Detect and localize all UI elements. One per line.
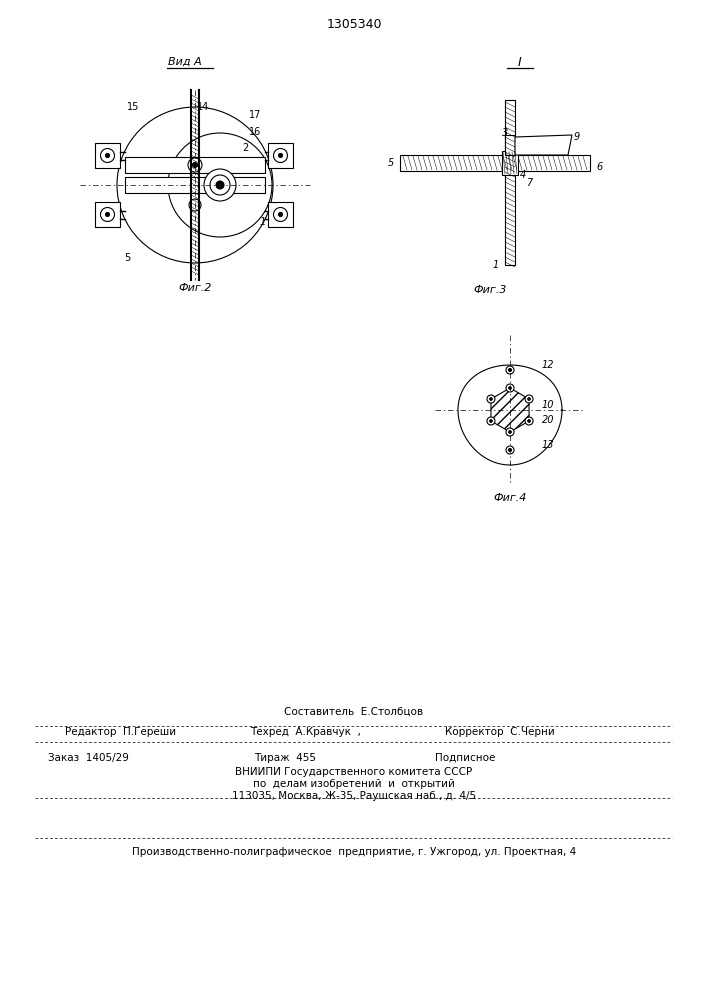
- Circle shape: [100, 208, 115, 222]
- Circle shape: [105, 153, 110, 157]
- Text: 4: 4: [520, 170, 526, 180]
- Text: I: I: [518, 55, 522, 68]
- Circle shape: [216, 181, 224, 189]
- Circle shape: [506, 366, 514, 374]
- Circle shape: [527, 397, 530, 400]
- Circle shape: [489, 420, 493, 422]
- Text: 13: 13: [542, 440, 554, 450]
- Text: 16: 16: [249, 127, 261, 137]
- Circle shape: [508, 386, 511, 389]
- Circle shape: [274, 208, 288, 222]
- Text: Корректор  С.Черни: Корректор С.Черни: [445, 727, 555, 737]
- Text: 5: 5: [387, 158, 394, 168]
- Bar: [268, 202, 293, 227]
- Bar: [125, 157, 265, 173]
- Text: Редактор  П.Гереши: Редактор П.Гереши: [65, 727, 176, 737]
- Circle shape: [279, 213, 283, 217]
- Text: 14: 14: [197, 102, 209, 112]
- Text: Фиг.3: Фиг.3: [473, 285, 507, 295]
- Text: ВНИИПИ Государственного комитета СССР: ВНИИПИ Государственного комитета СССР: [235, 767, 472, 777]
- Circle shape: [508, 448, 511, 452]
- Bar: [502, 151, 518, 175]
- Text: Техред  А.Кравчук  ,: Техред А.Кравчук ,: [250, 727, 361, 737]
- Text: 1: 1: [493, 260, 499, 270]
- Text: 10: 10: [542, 400, 554, 410]
- Text: Заказ  1405/29: Заказ 1405/29: [48, 753, 129, 763]
- Bar: [505, 135, 515, 155]
- Bar: [268, 143, 293, 168]
- Text: Фиг.2: Фиг.2: [178, 283, 211, 293]
- Circle shape: [105, 213, 110, 217]
- Text: по  делам изобретений  и  открытий: по делам изобретений и открытий: [253, 779, 455, 789]
- Circle shape: [279, 153, 283, 157]
- Text: 12: 12: [542, 360, 554, 370]
- Text: Производственно-полиграфическое  предприятие, г. Ужгород, ул. Проектная, 4: Производственно-полиграфическое предприя…: [132, 847, 576, 857]
- Circle shape: [192, 162, 197, 167]
- Circle shape: [487, 395, 495, 403]
- Bar: [125, 177, 265, 193]
- Polygon shape: [515, 135, 572, 155]
- Circle shape: [508, 368, 511, 371]
- Circle shape: [274, 148, 288, 162]
- Text: 9: 9: [574, 132, 580, 142]
- Text: Фиг.4: Фиг.4: [493, 493, 527, 503]
- Text: 20: 20: [542, 415, 554, 425]
- Circle shape: [525, 395, 533, 403]
- Text: 7: 7: [526, 178, 532, 188]
- Bar: [505, 100, 515, 265]
- Polygon shape: [491, 388, 529, 432]
- Bar: [400, 155, 590, 171]
- Circle shape: [188, 158, 202, 172]
- Circle shape: [525, 417, 533, 425]
- Circle shape: [489, 397, 493, 400]
- Circle shape: [487, 417, 495, 425]
- Text: 3: 3: [502, 128, 508, 138]
- Circle shape: [506, 446, 514, 454]
- Text: Тираж  455: Тираж 455: [254, 753, 316, 763]
- Circle shape: [527, 420, 530, 422]
- Text: 17: 17: [249, 110, 261, 120]
- Text: 1: 1: [260, 217, 266, 227]
- Text: Подписное: Подписное: [435, 753, 496, 763]
- Text: 15: 15: [127, 102, 139, 112]
- Text: 6: 6: [596, 162, 602, 172]
- Bar: [95, 143, 120, 168]
- Circle shape: [100, 148, 115, 162]
- Circle shape: [506, 384, 514, 392]
- Circle shape: [189, 199, 201, 211]
- Circle shape: [508, 430, 511, 434]
- Text: 1305340: 1305340: [326, 18, 382, 31]
- Text: 113035, Москва, Ж-35, Раушская наб., д. 4/5: 113035, Москва, Ж-35, Раушская наб., д. …: [232, 791, 476, 801]
- Text: 5: 5: [124, 253, 130, 263]
- Text: Составитель  Е.Столбцов: Составитель Е.Столбцов: [284, 707, 423, 717]
- Circle shape: [210, 175, 230, 195]
- Bar: [95, 202, 120, 227]
- Text: Вид A: Вид A: [168, 57, 201, 67]
- Text: 2: 2: [242, 143, 248, 153]
- Circle shape: [506, 428, 514, 436]
- Circle shape: [204, 169, 236, 201]
